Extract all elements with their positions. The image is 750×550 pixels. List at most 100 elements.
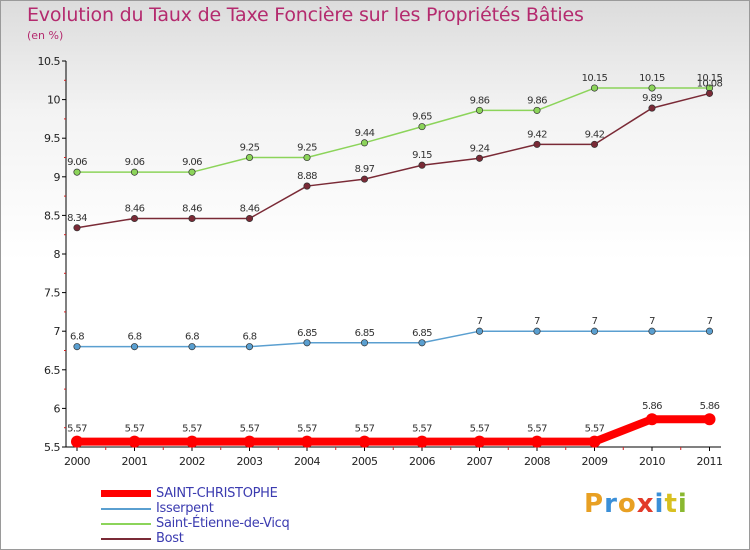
data-point [648,104,656,112]
data-label: 5.57 [527,424,547,435]
data-label: 5.57 [182,424,202,435]
data-label: 5.57 [67,424,87,435]
data-label: 6.85 [297,328,317,339]
y-tick-label: 8 [54,248,61,261]
data-point [301,435,313,448]
data-point [73,224,81,232]
data-point [705,89,714,97]
data-point [473,435,486,448]
y-tick-label: 7 [54,325,61,338]
data-label: 5.57 [585,424,605,435]
data-label: 9.44 [355,128,375,139]
logo-letter: i [677,489,688,519]
page-title: Evolution du Taux de Taxe Foncière sur l… [27,4,584,26]
legend-swatch [101,507,151,510]
legend-swatch [101,522,151,525]
legend-item: Isserpent [101,501,289,516]
data-point [130,214,139,223]
y-tick-label: 9.5 [44,132,60,145]
data-point [303,182,311,190]
data-point [73,168,81,176]
legend-label: Bost [156,531,184,546]
data-label: 5.57 [355,424,375,435]
data-point [590,327,599,335]
logo-letter: o [617,489,637,519]
data-label: 5.86 [642,401,662,412]
data-point [245,343,254,351]
legend-label: Saint-Étienne-de-Vicq [156,516,290,531]
logo-letter: r [604,489,618,519]
series-line [76,87,711,173]
legend-swatch [101,490,151,497]
data-point [188,343,196,351]
data-label: 5.57 [412,424,432,435]
proxiti-logo: Proxiti [584,489,688,519]
unit-label: (en %) [27,29,64,42]
data-point [475,327,484,335]
data-point [303,339,311,347]
data-label: 8.46 [125,203,145,214]
y-tick-label: 5.5 [44,441,60,454]
data-point [533,140,541,148]
logo-letter: t [664,489,678,519]
data-label: 8.88 [297,171,317,182]
x-tick-label: 2007 [467,455,493,468]
y-tick-label: 6 [54,402,61,415]
logo-letter: P [584,489,605,519]
x-tick-label: 2010 [639,455,665,468]
x-tick-label: 2002 [179,455,205,468]
data-point [360,339,369,347]
data-label: 9.65 [412,112,432,123]
data-point [533,106,541,114]
legend: SAINT-CHRISTOPHE Isserpent Saint-Étienne-d… [101,486,290,546]
data-point [358,435,371,448]
data-point [130,343,139,351]
data-label: 9.15 [412,150,432,161]
legend-label: SAINT-CHRISTOPHE [156,486,278,501]
data-label: 10.08 [697,78,723,89]
data-label: 7 [592,316,598,327]
data-point [73,343,81,351]
data-label: 9.86 [527,95,547,106]
data-point [245,214,254,223]
series-line [73,415,714,446]
data-label: 10.15 [639,73,665,84]
x-tick-label: 2009 [582,455,608,468]
data-point [533,327,541,335]
data-label: 5.86 [700,401,720,412]
data-point [128,435,141,448]
y-tick-label: 10 [47,94,60,107]
data-label: 7 [477,316,483,327]
data-label: 9.06 [125,157,145,168]
data-label: 5.57 [125,424,145,435]
data-label: 10.15 [582,73,608,84]
x-tick-label: 2001 [122,455,148,468]
data-label: 9.89 [642,93,662,104]
data-point [590,140,599,148]
data-point [418,161,426,169]
data-point [418,123,426,131]
series-line [76,330,711,348]
data-label: 8.34 [67,213,87,224]
data-point [418,339,426,347]
data-point [590,84,599,92]
data-point [475,154,484,162]
x-tick-label: 2005 [352,455,378,468]
data-label: 8.46 [240,203,260,214]
data-point [188,214,196,223]
data-point [531,435,543,448]
data-label: 5.57 [240,424,260,435]
logo-letter: i [654,489,665,519]
data-point [588,435,601,448]
data-point [648,327,656,335]
x-tick-label: 2008 [524,455,550,468]
legend-swatch [101,537,151,540]
data-label: 7 [534,316,540,327]
data-point [705,327,714,335]
data-point [303,153,311,162]
data-point [243,435,256,448]
y-tick-label: 9 [54,171,61,184]
x-tick-label: 2006 [409,455,435,468]
data-label: 10.15 [697,73,723,84]
y-tick-label: 7.5 [44,287,60,300]
